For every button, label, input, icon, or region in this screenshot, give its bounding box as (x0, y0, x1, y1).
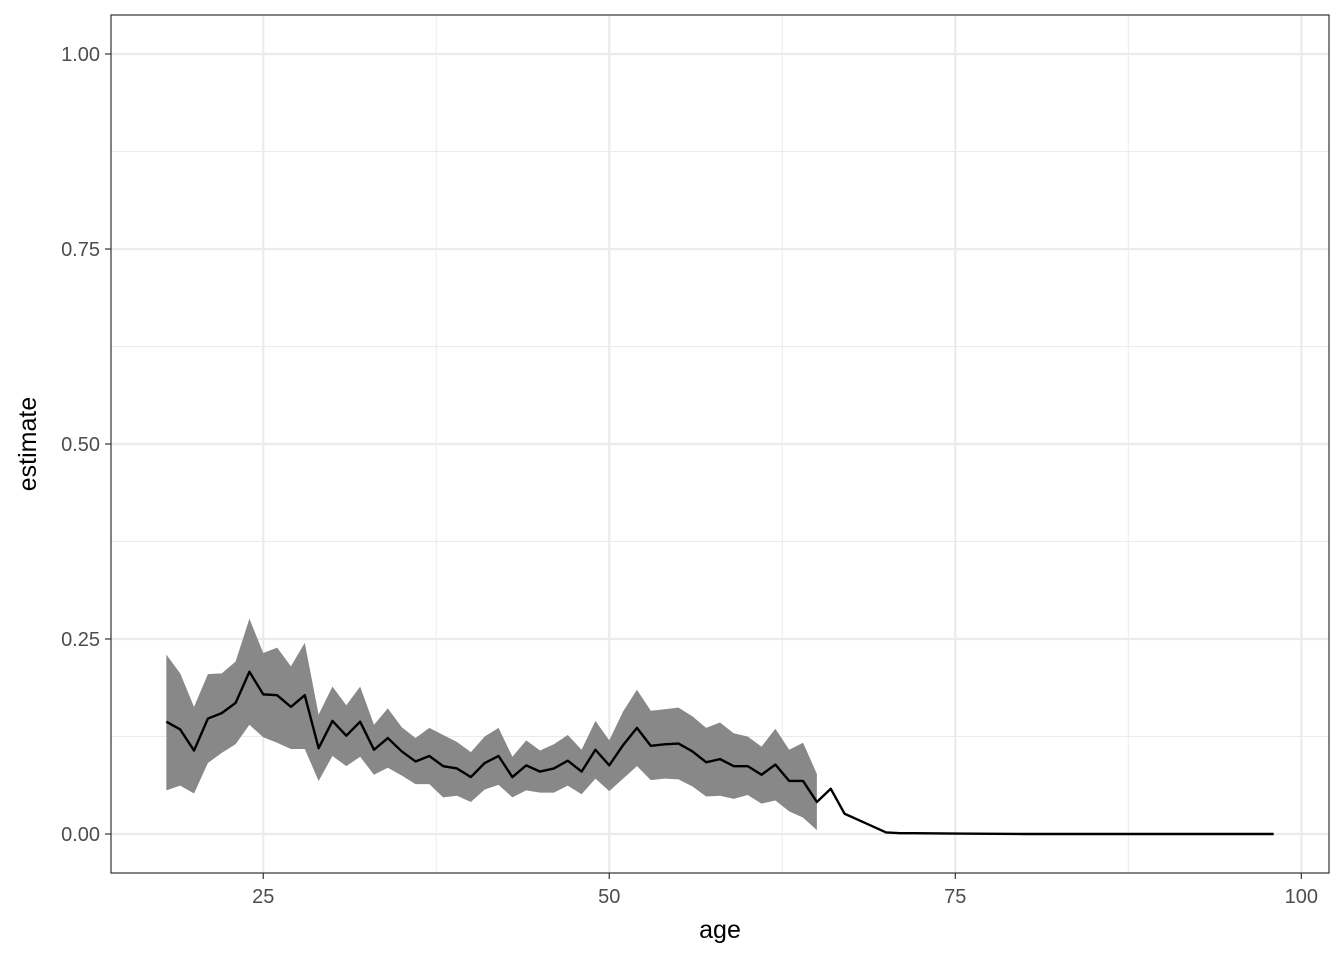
x-tick-label: 50 (598, 886, 620, 908)
y-axis-title: estimate (14, 397, 42, 491)
x-axis: 25 50 75 100 (252, 873, 1318, 908)
y-tick-label: 1.00 (61, 44, 100, 66)
estimate-line (165, 670, 1274, 836)
y-tick-label: 0.50 (61, 434, 100, 456)
confidence-ribbon (166, 618, 817, 831)
x-axis-title: age (699, 916, 741, 944)
y-tick-label: 0.00 (61, 824, 100, 846)
y-tick-label: 0.75 (61, 239, 100, 261)
x-tick-label: 25 (252, 886, 274, 908)
x-tick-label: 75 (944, 886, 966, 908)
major-gridlines (111, 15, 1329, 873)
y-tick-label: 0.25 (61, 629, 100, 651)
y-axis: 0.00 0.25 0.50 0.75 1.00 (61, 44, 111, 846)
x-tick-label: 100 (1285, 886, 1318, 908)
